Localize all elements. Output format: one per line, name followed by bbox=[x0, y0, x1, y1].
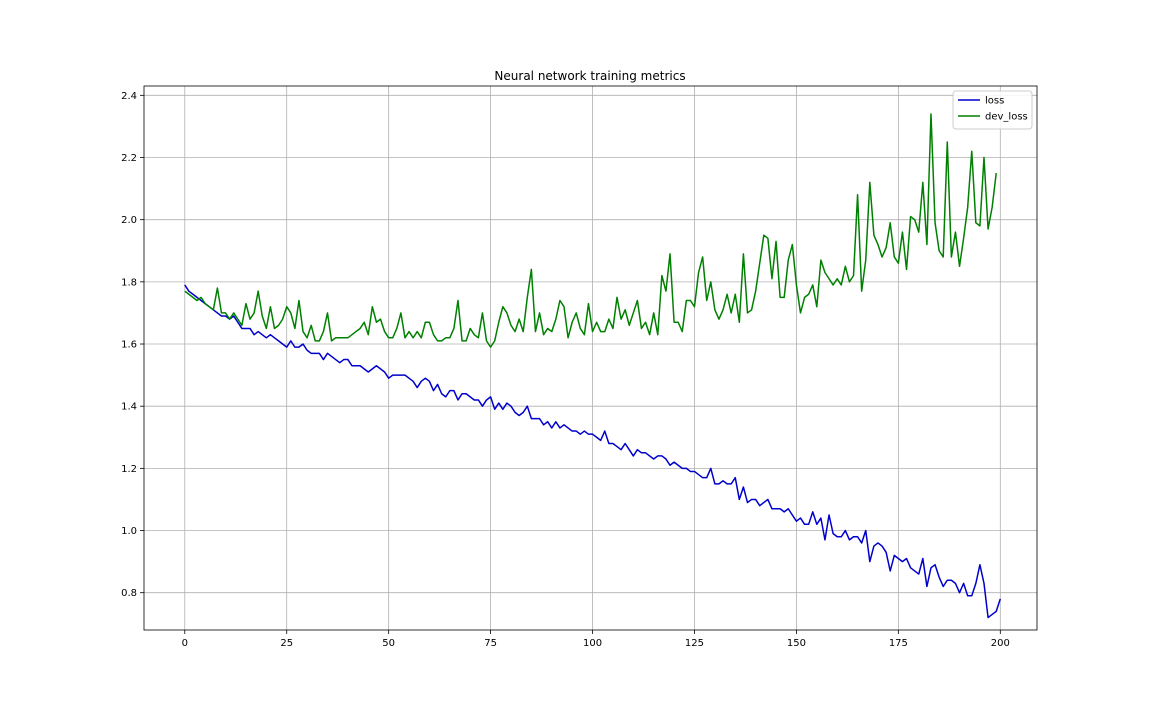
x-tick-label: 75 bbox=[484, 638, 497, 649]
x-tick-label: 50 bbox=[382, 638, 395, 649]
chart-title: Neural network training metrics bbox=[494, 69, 685, 83]
x-tick-label: 150 bbox=[787, 638, 806, 649]
y-tick-label: 1.4 bbox=[121, 402, 137, 413]
y-tick-label: 2.4 bbox=[121, 91, 137, 102]
y-tick-label: 1.8 bbox=[121, 277, 137, 288]
x-tick-label: 100 bbox=[583, 638, 602, 649]
x-axis-ticks: 0 25 50 75 100 125 150 175 200 bbox=[182, 630, 1010, 649]
x-tick-label: 25 bbox=[280, 638, 293, 649]
x-tick-label: 0 bbox=[182, 638, 188, 649]
series-line-dev-loss bbox=[184, 113, 997, 348]
x-tick-label: 200 bbox=[991, 638, 1010, 649]
y-tick-label: 1.0 bbox=[121, 526, 137, 537]
legend: loss dev_loss bbox=[952, 90, 1033, 130]
y-tick-label: 2.0 bbox=[121, 215, 137, 226]
series-line-loss bbox=[184, 284, 1002, 619]
y-tick-label: 1.6 bbox=[121, 340, 137, 351]
y-tick-label: 1.2 bbox=[121, 464, 137, 475]
y-tick-label: 2.2 bbox=[121, 153, 137, 164]
grid-lines bbox=[144, 86, 1037, 630]
legend-label-loss: loss bbox=[985, 96, 1004, 107]
legend-label-dev-loss: dev_loss bbox=[985, 112, 1028, 123]
series-lines bbox=[184, 113, 1002, 619]
x-tick-label: 125 bbox=[685, 638, 704, 649]
y-tick-label: 0.8 bbox=[121, 588, 137, 599]
x-tick-label: 175 bbox=[889, 638, 908, 649]
y-axis-ticks: 0.8 1.0 1.2 1.4 1.6 1.8 2.0 2.2 2.4 bbox=[121, 91, 144, 599]
plot-area-frame bbox=[143, 85, 1038, 631]
